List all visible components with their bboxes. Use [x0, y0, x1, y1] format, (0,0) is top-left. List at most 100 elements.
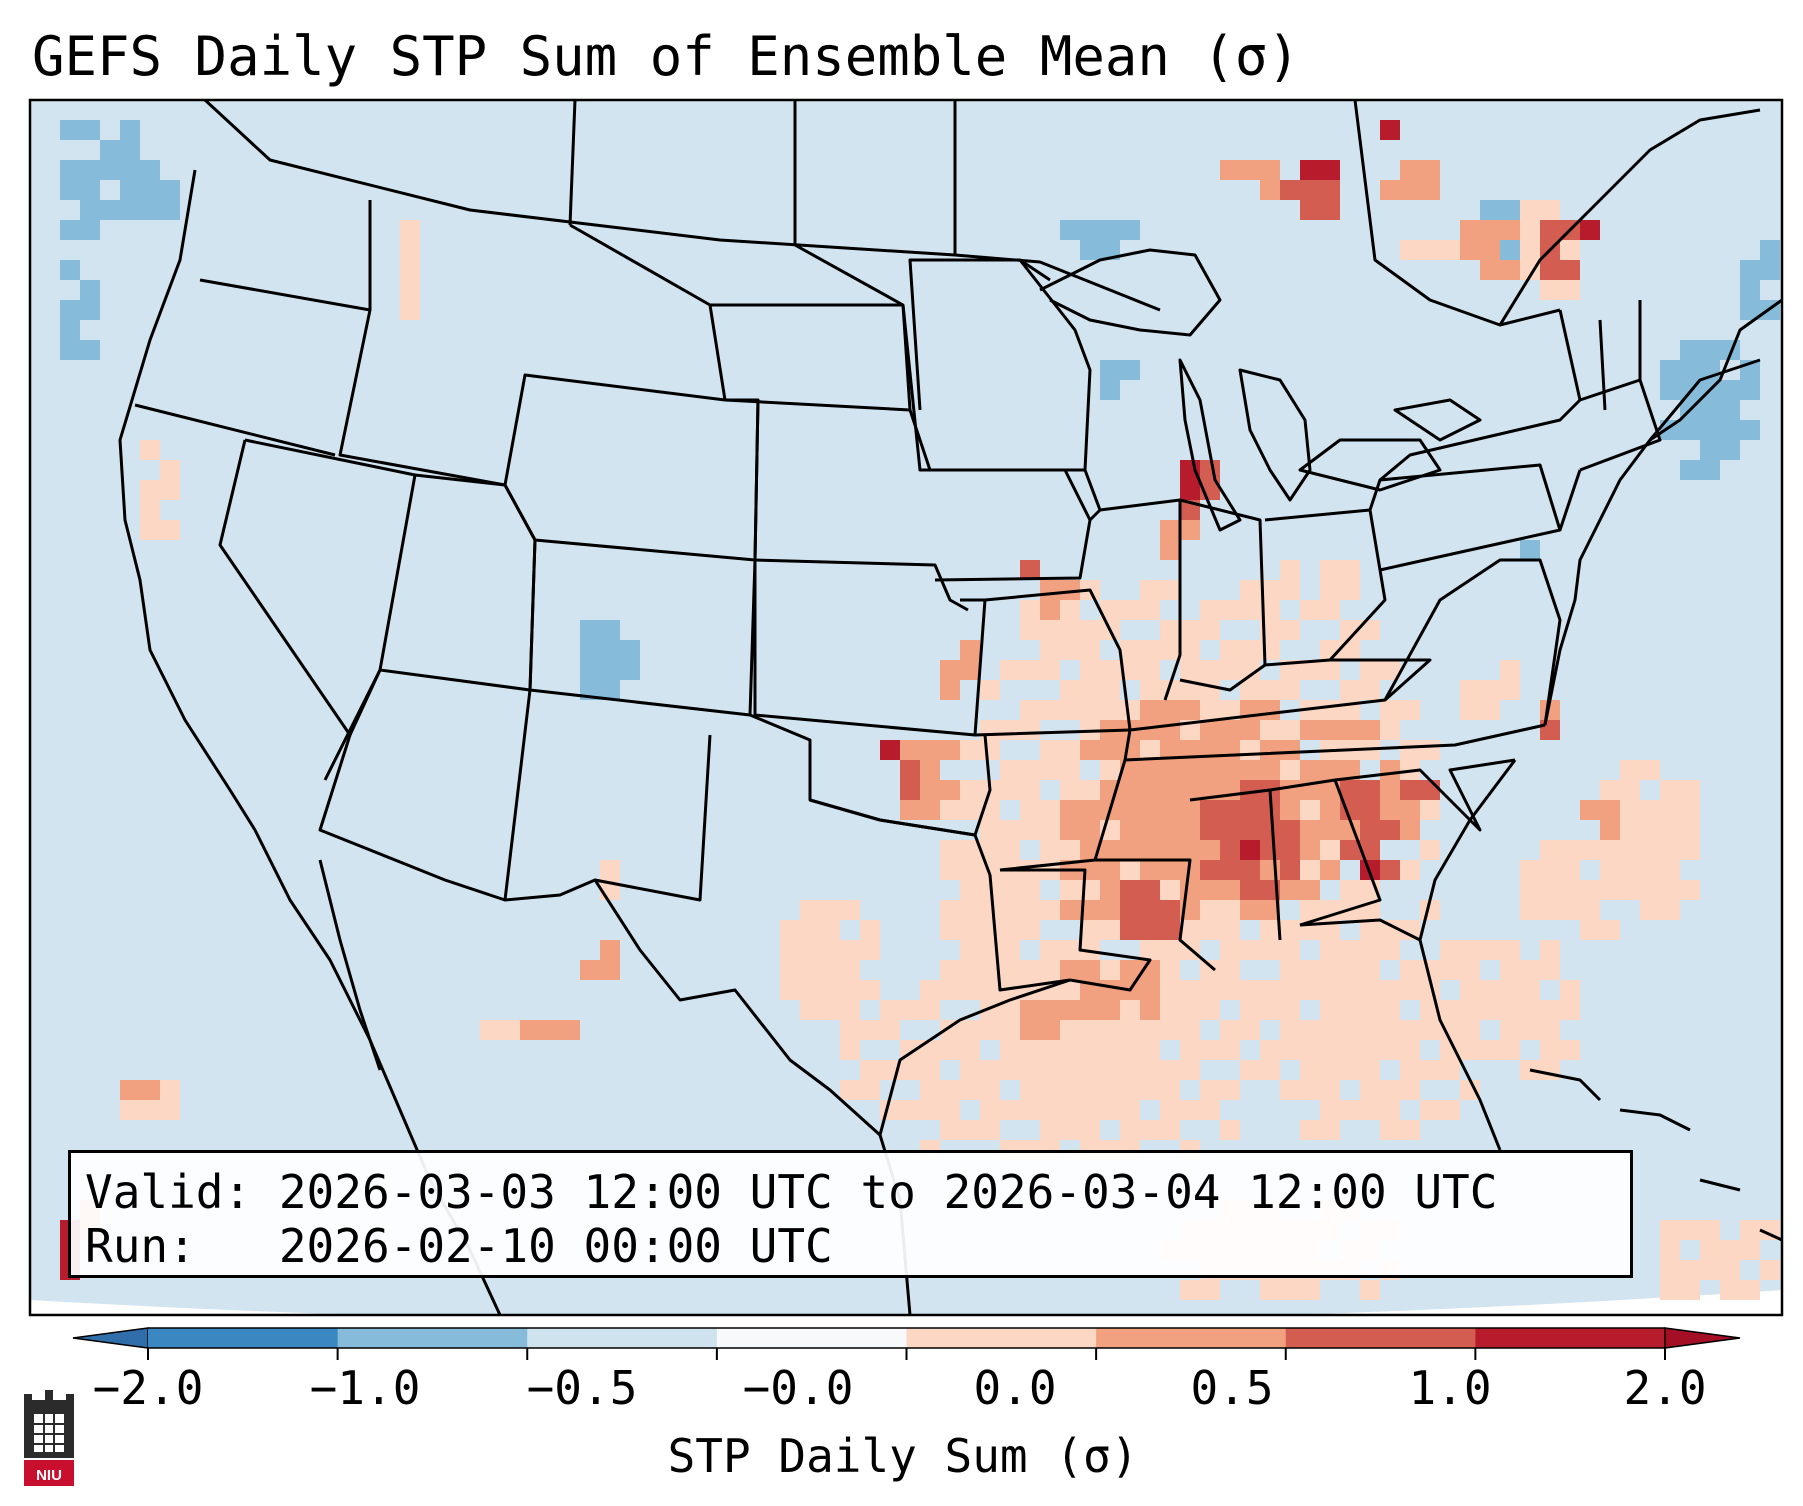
- heatmap-cell: [1080, 1000, 1100, 1020]
- heatmap-cell: [60, 120, 80, 140]
- heatmap-cell: [1200, 720, 1220, 740]
- heatmap-cell: [1120, 220, 1140, 240]
- heatmap-cell: [1420, 840, 1440, 860]
- heatmap-cell: [1120, 640, 1140, 660]
- heatmap-cell: [1420, 740, 1440, 760]
- heatmap-cell: [1260, 840, 1280, 860]
- heatmap-cell: [1300, 860, 1320, 880]
- colorbar-extend-max: [1664, 1327, 1741, 1349]
- heatmap-cell: [1000, 1040, 1020, 1060]
- heatmap-cell: [1300, 1020, 1320, 1040]
- heatmap-cell: [1360, 940, 1380, 960]
- heatmap-cell: [1320, 160, 1340, 180]
- heatmap-cell: [1380, 1120, 1400, 1140]
- heatmap-cell: [1420, 780, 1440, 800]
- heatmap-cell: [1720, 1260, 1740, 1280]
- heatmap-cell: [1060, 740, 1080, 760]
- heatmap-cell: [1380, 760, 1400, 780]
- heatmap-cell: [1360, 920, 1380, 940]
- colorbar-tick-label: 2.0: [1623, 1361, 1707, 1415]
- heatmap-cell: [1680, 360, 1700, 380]
- heatmap-cell: [1100, 700, 1120, 720]
- heatmap-cell: [1320, 700, 1340, 720]
- heatmap-cell: [1160, 880, 1180, 900]
- heatmap-cell: [1040, 580, 1060, 600]
- heatmap-cell: [1160, 940, 1180, 960]
- heatmap-cell: [1260, 600, 1280, 620]
- heatmap-cell: [1760, 240, 1780, 260]
- heatmap-cell: [1280, 820, 1300, 840]
- heatmap-cell: [1320, 1120, 1340, 1140]
- heatmap-cell: [1240, 660, 1260, 680]
- heatmap-cell: [940, 1100, 960, 1120]
- heatmap-cell: [1360, 1020, 1380, 1040]
- heatmap-cell: [1700, 400, 1720, 420]
- heatmap-cell: [1040, 1100, 1060, 1120]
- heatmap-cell: [600, 660, 620, 680]
- heatmap-cell: [1080, 1100, 1100, 1120]
- heatmap-cell: [1260, 180, 1280, 200]
- heatmap-cell: [1680, 1260, 1700, 1280]
- heatmap-cell: [1300, 840, 1320, 860]
- heatmap-cell: [900, 1100, 920, 1120]
- heatmap-cell: [1160, 980, 1180, 1000]
- heatmap-cell: [1140, 800, 1160, 820]
- heatmap-cell: [1160, 800, 1180, 820]
- heatmap-cell: [940, 920, 960, 940]
- heatmap-cell: [1500, 1020, 1520, 1040]
- heatmap-cell: [1340, 640, 1360, 660]
- heatmap-cell: [1180, 1060, 1200, 1080]
- heatmap-cell: [1760, 1220, 1780, 1240]
- heatmap-cell: [960, 660, 980, 680]
- heatmap-cell: [1100, 920, 1120, 940]
- heatmap-cell: [140, 520, 160, 540]
- heatmap-cell: [1180, 980, 1200, 1000]
- heatmap-cell: [1000, 1100, 1020, 1120]
- heatmap-cell: [1280, 1280, 1300, 1300]
- heatmap-cell: [1260, 940, 1280, 960]
- heatmap-cell: [80, 180, 100, 200]
- heatmap-cell: [940, 1080, 960, 1100]
- heatmap-cell: [1300, 1080, 1320, 1100]
- heatmap-cell: [900, 780, 920, 800]
- heatmap-cell: [1240, 980, 1260, 1000]
- heatmap-cell: [1300, 960, 1320, 980]
- heatmap-cell: [1040, 800, 1060, 820]
- heatmap-cell: [1340, 1060, 1360, 1080]
- state-borders: [118, 100, 1782, 1315]
- heatmap-cell: [1020, 1080, 1040, 1100]
- heatmap-cell: [1520, 900, 1540, 920]
- heatmap-cell: [1240, 760, 1260, 780]
- niu-logo: NIU: [20, 1390, 78, 1490]
- heatmap-cell: [1100, 1000, 1120, 1020]
- heatmap-cell: [1040, 940, 1060, 960]
- heatmap-cell: [1120, 800, 1140, 820]
- heatmap-cell: [1420, 160, 1440, 180]
- heatmap-cell: [1320, 1020, 1340, 1040]
- heatmap-cell: [1080, 1040, 1100, 1060]
- heatmap-cell: [1160, 1020, 1180, 1040]
- heatmap-cell: [1200, 860, 1220, 880]
- heatmap-cell: [1380, 1020, 1400, 1040]
- heatmap-cell: [1020, 800, 1040, 820]
- heatmap-cell: [160, 520, 180, 540]
- colorbar-label: STP Daily Sum (σ): [667, 1429, 1139, 1483]
- heatmap-cell: [1120, 660, 1140, 680]
- heatmap-cell: [980, 1080, 1000, 1100]
- heatmap-cell: [1660, 1260, 1680, 1280]
- heatmap-cell: [1520, 960, 1540, 980]
- heatmap-cell: [1320, 640, 1340, 660]
- heatmap-cell: [1340, 720, 1360, 740]
- heatmap-cell: [1100, 1040, 1120, 1060]
- heatmap-cell: [1040, 1060, 1060, 1080]
- heatmap-cell: [940, 680, 960, 700]
- heatmap-cell: [1260, 160, 1280, 180]
- heatmap-cell: [1060, 800, 1080, 820]
- heatmap-cell: [1260, 1280, 1280, 1300]
- heatmap-cell: [1640, 900, 1660, 920]
- heatmap-cell: [600, 620, 620, 640]
- heatmap-cell: [1280, 800, 1300, 820]
- heatmap-cell: [1020, 1060, 1040, 1080]
- heatmap-cell: [1560, 880, 1580, 900]
- heatmap-cell: [1200, 620, 1220, 640]
